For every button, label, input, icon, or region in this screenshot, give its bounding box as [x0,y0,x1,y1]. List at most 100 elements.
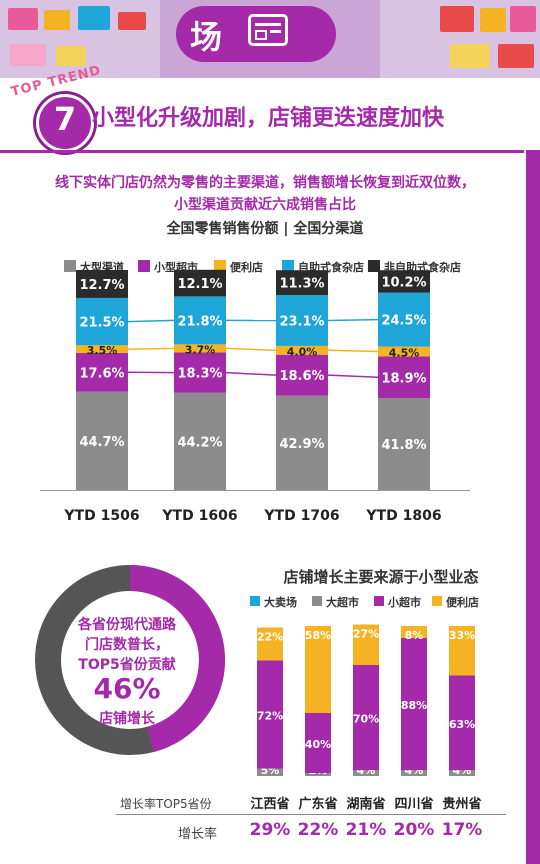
donut-text-3: TOP5省份贡献 [78,657,176,673]
bar-segment [257,627,283,661]
bar-segment [174,269,226,297]
province-label: 江西省 [250,797,290,812]
donut-text-1: 各省份现代通路 [78,617,176,633]
divider [0,150,524,153]
growth-rate-value: 17% [441,820,483,840]
bar-value-label: 44.2% [177,435,222,450]
bar-segment [353,665,379,770]
bar-value-label: 21.8% [177,314,222,329]
trend-line [225,347,277,352]
province-label: 湖南省 [346,797,386,812]
bar-value-label: 8% [405,629,424,642]
legend-swatch-large [64,260,76,272]
bar-segment [276,295,328,346]
bar-segment [276,354,328,396]
donut-share-arc [129,565,225,753]
bar-segment [401,638,427,770]
bar-value-label: 24.5% [381,314,426,329]
bar-value-label: 40% [305,738,331,751]
bar-value-label: 63% [449,718,475,731]
bar-value-label: 23.1% [279,314,324,329]
bar-value-label: 72% [257,710,283,723]
growth-rate-value: 21% [345,820,387,840]
bar-value-label: 18.6% [279,369,324,384]
donut-text-2: 门店数普长， [85,637,169,653]
legend-swatch-nonself [368,260,380,272]
chart1-plot: 44.7% 44.2% 42.9% 41.8% 17.6% 18.3% 18.6% 18.9%… [40,269,470,491]
legend-label: 便利店 [446,596,479,609]
bar-segment [76,391,128,490]
legend-swatch-self [282,260,294,272]
bar-segment [449,626,475,676]
bar-segment [378,346,430,357]
bar-segment [76,352,128,392]
chart2-legend: 大卖场 大超市 小超市 便利店 [0,594,540,612]
divider [116,814,506,815]
growth-rate-value: 29% [249,820,291,840]
bar-value-label: 27% [353,628,379,641]
bar-segment [174,296,226,345]
bar-segment [76,270,128,298]
legend-label: 大超市 [326,596,359,609]
bar-segment [174,344,226,353]
x-tick-label: YTD 1606 [162,508,238,524]
legend-label: 大卖场 [264,596,297,609]
bar-value-label: 18.9% [381,371,426,386]
province-label: 贵州省 [442,797,482,812]
row-label-top5: 增长率TOP5省份 [120,797,212,811]
bar-segment [257,768,283,776]
legend-swatch-convenience [432,596,442,606]
trend-number: 7 [53,100,77,138]
bar-value-label: 3.5% [87,344,118,357]
donut-big-value: 46% [93,672,161,705]
x-tick-label: YTD 1706 [264,508,340,524]
row-label-rate: 增长率 [178,827,218,842]
chart2-title: 店铺增长主要来源于小型业态 [283,568,479,586]
bar-segment [401,770,427,776]
x-tick-label: YTD 1506 [64,508,140,524]
legend-swatch-hyper [250,596,260,606]
province-label: 广东省 [298,797,338,812]
bar-value-label: 44.7% [79,435,124,450]
bar-segment [378,270,430,293]
bar-segment [353,770,379,776]
intro-line-1: 线下实体门店仍然为零售的主要渠道，销售额增长恢复到近双位数， [55,175,475,191]
chart1-title: 全国零售销售份额 | 全国分渠道 [166,221,364,237]
intro-line-2: 小型渠道贡献近六成销售占比 [174,197,356,213]
bar-value-label: 70% [353,713,379,726]
donut-text-4: 店铺增长 [99,711,155,727]
trend-line [225,371,277,376]
bar-segment [401,626,427,638]
bar-segment [257,660,283,769]
trend-heading: 小型化升级加剧，店铺更迭速度加快 [92,106,445,131]
store-icon [248,14,288,46]
legend-swatch-super [312,596,322,606]
legend-swatch-convenience [214,260,226,272]
bar-value-label: 10.2% [381,275,426,290]
x-tick-label: YTD 1806 [366,508,442,524]
bar-segment [305,626,331,713]
bar-segment [305,713,331,773]
bar-value-label: 22% [257,631,283,644]
bar-segment [276,270,328,296]
bar-value-label: 21.5% [79,316,124,331]
bar-segment [174,352,226,393]
donut-chart [35,565,225,755]
bar-value-label: 4.0% [287,345,318,358]
header-title: 场 [190,18,223,56]
shelf-left [0,0,160,78]
bar-value-label: 41.8% [381,438,426,453]
chart2-plot: 5%2%4%4%4%72%40%70%88%63%22%58%27%8%33% [257,624,475,777]
bar-segment [378,356,430,399]
legend-label: 便利店 [230,261,263,274]
legend-label: 小超市 [388,596,421,609]
bar-value-label: 12.1% [177,277,222,292]
bar-segment [449,770,475,776]
bar-segment [353,624,379,665]
side-accent-bar [526,150,540,864]
bar-value-label: 88% [401,699,427,712]
bar-segment [76,297,128,346]
bar-segment [449,675,475,770]
bar-value-label: 58% [305,629,331,642]
province-label: 四川省 [394,797,434,812]
